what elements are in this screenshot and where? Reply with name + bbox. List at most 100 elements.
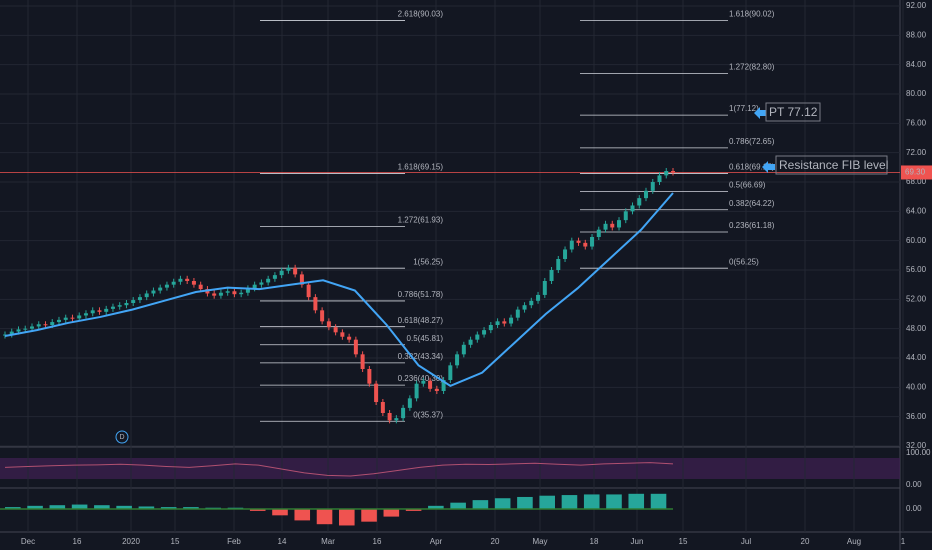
macd-bar bbox=[517, 496, 533, 509]
macd-bar bbox=[361, 509, 377, 522]
rsi-line bbox=[4, 462, 674, 477]
candle bbox=[576, 240, 581, 243]
macd-bar bbox=[450, 502, 466, 509]
fib-label: 0.786(51.78) bbox=[398, 290, 444, 299]
moving-average bbox=[4, 192, 674, 387]
candle bbox=[198, 284, 203, 290]
macd-bar bbox=[160, 507, 177, 509]
candle bbox=[610, 223, 615, 228]
y-tick-label: 32.00 bbox=[906, 441, 927, 450]
candle bbox=[556, 259, 561, 270]
x-tick-label: Jul bbox=[741, 537, 751, 546]
macd-bar bbox=[27, 505, 43, 509]
candle bbox=[421, 380, 426, 384]
candle bbox=[482, 330, 487, 335]
candle bbox=[279, 270, 284, 276]
x-tick-label: Mar bbox=[321, 537, 335, 546]
candle bbox=[630, 205, 635, 212]
candle bbox=[495, 321, 500, 325]
x-tick-label: 15 bbox=[171, 537, 180, 546]
candle bbox=[549, 270, 554, 281]
x-tick-label: 16 bbox=[73, 537, 82, 546]
macd-bar bbox=[138, 506, 155, 509]
candle bbox=[77, 315, 82, 319]
candle bbox=[83, 313, 88, 316]
y-tick-label: 76.00 bbox=[906, 118, 927, 127]
candle bbox=[637, 198, 642, 206]
fib-label: 1.618(90.02) bbox=[729, 10, 775, 19]
macd-tick-label: 0.00 bbox=[906, 504, 922, 513]
fib-label: 0(56.25) bbox=[729, 257, 759, 266]
fib-label: 0.5(66.69) bbox=[729, 181, 766, 190]
candle bbox=[333, 327, 338, 333]
candle bbox=[650, 182, 655, 191]
candle bbox=[104, 308, 109, 312]
y-tick-label: 68.00 bbox=[906, 177, 927, 186]
fib-label: 1.272(82.80) bbox=[729, 63, 775, 72]
candle bbox=[178, 278, 183, 282]
x-tick-label: Aug bbox=[847, 537, 861, 546]
x-tick-label: 18 bbox=[590, 537, 599, 546]
candle bbox=[239, 292, 244, 295]
macd-bar bbox=[71, 504, 88, 509]
macd-bar bbox=[249, 509, 266, 511]
macd-bar bbox=[272, 509, 288, 516]
candle bbox=[347, 336, 352, 340]
fib-label: 0.5(45.81) bbox=[407, 334, 444, 343]
rsi-tick-label: 0.00 bbox=[906, 480, 922, 489]
macd-bar bbox=[383, 509, 400, 517]
candle bbox=[245, 288, 250, 293]
candle bbox=[509, 317, 514, 324]
candle bbox=[137, 297, 142, 301]
fib-label: 0(35.37) bbox=[413, 410, 443, 419]
candle bbox=[596, 229, 601, 237]
candle bbox=[671, 171, 675, 173]
fib-label: 0.382(64.22) bbox=[729, 199, 775, 208]
fib-label: 0.236(40.30) bbox=[398, 374, 444, 383]
y-tick-label: 88.00 bbox=[906, 30, 927, 39]
macd-bar bbox=[94, 505, 110, 509]
y-tick-label: 48.00 bbox=[906, 324, 927, 333]
candle bbox=[353, 339, 358, 355]
x-tick-label: 14 bbox=[278, 537, 287, 546]
candle bbox=[515, 309, 520, 318]
y-tick-label: 56.00 bbox=[906, 265, 927, 274]
candle bbox=[117, 305, 122, 307]
y-tick-label: 52.00 bbox=[906, 294, 927, 303]
last-price-box bbox=[901, 165, 932, 180]
fib-label: 0.382(43.34) bbox=[398, 352, 444, 361]
macd-bar bbox=[339, 509, 355, 526]
annotation-box bbox=[765, 102, 821, 122]
candle bbox=[29, 326, 34, 329]
y-tick-label: 84.00 bbox=[906, 60, 927, 69]
macd-bar bbox=[428, 505, 444, 509]
y-tick-label: 72.00 bbox=[906, 148, 927, 157]
macd-bar bbox=[405, 509, 422, 511]
candle bbox=[434, 388, 439, 391]
candle bbox=[151, 290, 156, 294]
candle bbox=[252, 284, 257, 289]
candle bbox=[340, 332, 345, 337]
x-tick-label: 20 bbox=[801, 537, 810, 546]
candle bbox=[306, 284, 311, 298]
candle bbox=[455, 354, 460, 366]
candle bbox=[461, 344, 466, 355]
candle bbox=[90, 310, 95, 314]
candle bbox=[394, 418, 399, 421]
candle bbox=[56, 319, 61, 323]
candle bbox=[16, 329, 21, 332]
candle bbox=[313, 297, 318, 311]
candle bbox=[299, 274, 304, 285]
candle bbox=[475, 334, 480, 340]
y-tick-label: 64.00 bbox=[906, 206, 927, 215]
candle bbox=[657, 175, 662, 182]
candle bbox=[50, 322, 55, 325]
macd-bar bbox=[5, 507, 21, 509]
macd-bar bbox=[294, 509, 311, 521]
macd-bar bbox=[116, 505, 132, 509]
y-tick-label: 60.00 bbox=[906, 236, 927, 245]
candle bbox=[232, 291, 237, 295]
candle bbox=[36, 324, 41, 327]
candle bbox=[529, 300, 534, 306]
